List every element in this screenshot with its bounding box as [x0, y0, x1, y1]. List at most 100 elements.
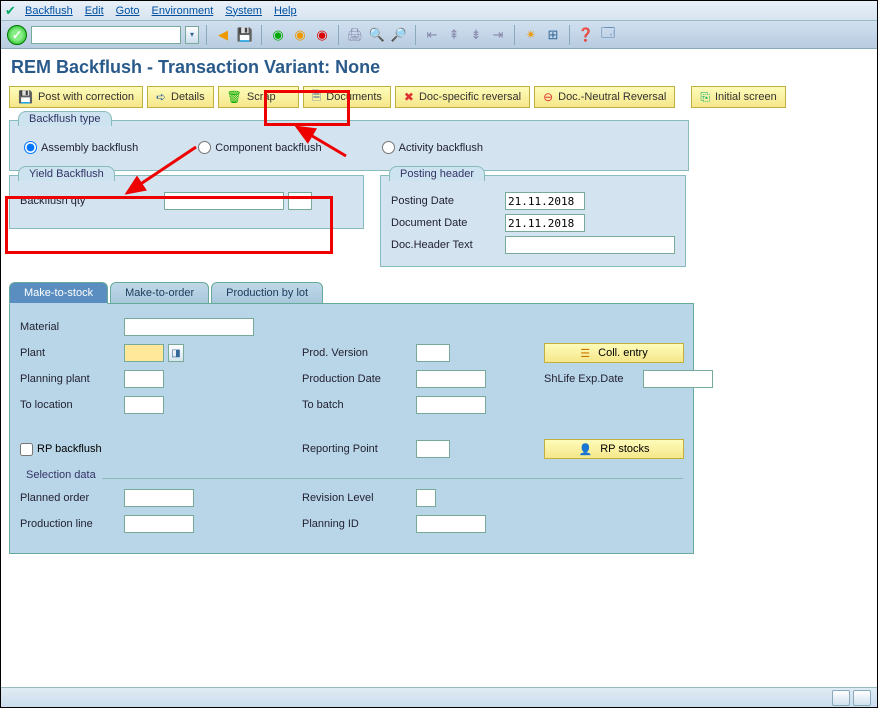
selection-data-group: Selection data Planned order Revision Le…: [20, 478, 683, 535]
status-button-1[interactable]: [832, 690, 850, 706]
assembly-backflush-radio[interactable]: Assembly backflush: [24, 141, 138, 154]
back-icon[interactable]: ◀: [214, 26, 232, 44]
first-page-icon[interactable]: ⇤: [423, 26, 441, 44]
app-toolbar: 💾 Post with correction ➪ Details 🗑Scrap 🗎D…: [1, 82, 877, 116]
command-dropdown[interactable]: ▾: [185, 26, 199, 44]
menu-system[interactable]: System: [225, 5, 262, 17]
document-date-label: Document Date: [391, 217, 501, 229]
initial-screen-button[interactable]: ⎘ Initial screen: [691, 86, 785, 108]
backflush-qty-unit-input[interactable]: [288, 192, 312, 210]
nav-cancel-icon[interactable]: ◉: [313, 26, 331, 44]
btn-label: Details: [171, 91, 205, 103]
next-page-icon[interactable]: ⇟: [467, 26, 485, 44]
tab-body: Material Plant◨ Prod. Version ☰Coll. ent…: [9, 303, 694, 554]
document-date-input[interactable]: [505, 214, 585, 232]
plant-input[interactable]: [124, 344, 164, 362]
save-icon: 💾: [18, 90, 33, 104]
find-next-icon[interactable]: 🔎: [390, 26, 408, 44]
rp-backflush-checkbox[interactable]: RP backflush: [20, 443, 290, 456]
plant-label: Plant: [20, 347, 120, 359]
assembly-radio-input[interactable]: [24, 141, 37, 154]
production-line-label: Production line: [20, 518, 120, 530]
layout-icon[interactable]: 🗔: [599, 26, 617, 44]
doc-specific-reversal-button[interactable]: ✖ Doc-specific reversal: [395, 86, 530, 108]
to-batch-input[interactable]: [416, 396, 486, 414]
planned-order-input[interactable]: [124, 489, 194, 507]
reversal-icon: ✖: [404, 90, 414, 104]
shlife-input[interactable]: [643, 370, 713, 388]
yield-backflush-group: Yield Backflush Backflush qty: [9, 175, 364, 229]
shortcut-icon[interactable]: ⊞: [544, 26, 562, 44]
prev-page-icon[interactable]: ⇞: [445, 26, 463, 44]
separator: [261, 25, 262, 45]
menu-environment[interactable]: Environment: [152, 5, 214, 17]
initial-icon: ⎘: [700, 90, 710, 105]
rp-backflush-check-input[interactable]: [20, 443, 33, 456]
separator: [569, 25, 570, 45]
help-icon[interactable]: ❓: [577, 26, 595, 44]
rp-stocks-button[interactable]: 👤RP stocks: [544, 439, 684, 459]
btn-label: Coll. entry: [598, 347, 648, 359]
menu-bar: ✔ Backflush Edit Goto Environment System…: [1, 1, 877, 21]
btn-label: RP stocks: [600, 443, 649, 455]
radio-label: Activity backflush: [399, 142, 483, 154]
enter-button[interactable]: ✓: [7, 25, 27, 45]
status-button-2[interactable]: [853, 690, 871, 706]
arrow-right-icon: ➪: [156, 90, 166, 104]
activity-radio-input[interactable]: [382, 141, 395, 154]
planning-plant-input[interactable]: [124, 370, 164, 388]
menu-goto[interactable]: Goto: [116, 5, 140, 17]
menu-backflush[interactable]: Backflush: [25, 5, 73, 17]
posting-header-group: Posting header Posting Date Document Dat…: [380, 175, 686, 267]
planned-order-label: Planned order: [20, 492, 120, 504]
coll-entry-button[interactable]: ☰Coll. entry: [544, 343, 684, 363]
radio-label: Assembly backflush: [41, 142, 138, 154]
backflush-qty-input[interactable]: [164, 192, 284, 210]
menu-edit[interactable]: Edit: [85, 5, 104, 17]
btn-label: Doc-specific reversal: [419, 91, 521, 103]
documents-button[interactable]: 🗎Documents: [303, 86, 391, 108]
save-icon[interactable]: 💾: [236, 26, 254, 44]
planning-plant-label: Planning plant: [20, 373, 120, 385]
tab-production-by-lot[interactable]: Production by lot: [211, 282, 323, 304]
to-location-input[interactable]: [124, 396, 164, 414]
last-page-icon[interactable]: ⇥: [489, 26, 507, 44]
menu-help[interactable]: Help: [274, 5, 297, 17]
find-icon[interactable]: 🔍: [368, 26, 386, 44]
btn-label: Post with correction: [38, 91, 134, 103]
production-line-input[interactable]: [124, 515, 194, 533]
component-radio-input[interactable]: [198, 141, 211, 154]
new-session-icon[interactable]: ✴: [522, 26, 540, 44]
doc-header-text-input[interactable]: [505, 236, 675, 254]
post-with-correction-button[interactable]: 💾 Post with correction: [9, 86, 143, 108]
app-menu-icon[interactable]: ✔: [5, 3, 16, 19]
nav-exit-icon[interactable]: ◉: [291, 26, 309, 44]
nav-back-icon[interactable]: ◉: [269, 26, 287, 44]
details-button[interactable]: ➪ Details: [147, 86, 214, 108]
btn-label: Initial screen: [715, 91, 777, 103]
planning-id-input[interactable]: [416, 515, 486, 533]
production-date-label: Production Date: [302, 373, 412, 385]
tab-make-to-stock[interactable]: Make-to-stock: [9, 282, 108, 304]
reporting-point-input[interactable]: [416, 440, 450, 458]
scrap-button[interactable]: 🗑Scrap: [218, 86, 299, 108]
production-date-input[interactable]: [416, 370, 486, 388]
command-field[interactable]: [31, 26, 181, 44]
posting-legend: Posting header: [389, 166, 485, 181]
material-label: Material: [20, 321, 120, 333]
revision-level-input[interactable]: [416, 489, 436, 507]
radio-label: Component backflush: [215, 142, 321, 154]
component-backflush-radio[interactable]: Component backflush: [198, 141, 321, 154]
activity-backflush-radio[interactable]: Activity backflush: [382, 141, 483, 154]
posting-date-input[interactable]: [505, 192, 585, 210]
btn-label: Documents: [326, 91, 382, 103]
revision-level-label: Revision Level: [302, 492, 412, 504]
material-input[interactable]: [124, 318, 254, 336]
print-icon[interactable]: 🖨: [346, 26, 364, 44]
doc-neutral-reversal-button[interactable]: ⊖Doc.-Neutral Reversal: [534, 86, 675, 108]
scrap-icon: 🗑: [227, 90, 242, 104]
plant-valuehelp-icon[interactable]: ◨: [168, 344, 184, 362]
tab-make-to-order[interactable]: Make-to-order: [110, 282, 209, 304]
reporting-point-label: Reporting Point: [302, 443, 412, 455]
prod-version-input[interactable]: [416, 344, 450, 362]
